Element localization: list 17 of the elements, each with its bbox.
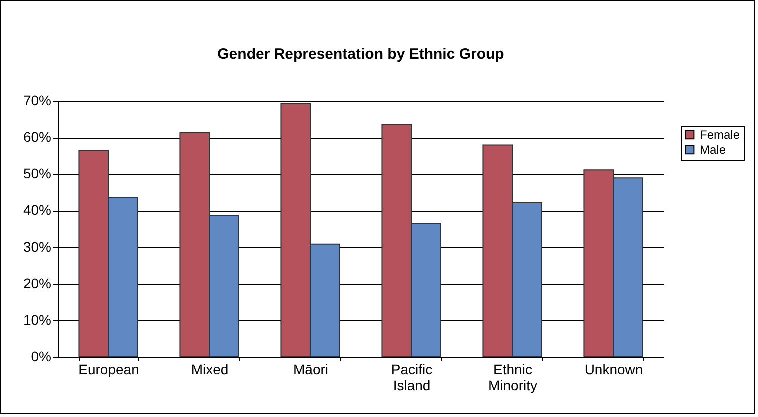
legend-label: Male <box>700 143 726 157</box>
y-tick-label: 70% <box>23 92 52 108</box>
y-tick-label: 0% <box>31 348 52 364</box>
x-tick-label: Unknown <box>584 362 644 378</box>
y-tick-label: 10% <box>23 312 52 328</box>
y-tick-label: 50% <box>23 166 52 182</box>
x-tick-label: European <box>78 362 140 378</box>
x-tick-label: Mixed <box>191 362 229 378</box>
y-tick-label: 20% <box>23 275 52 292</box>
y-tick-label: 40% <box>23 202 52 218</box>
x-tick-label: Ethnic Minority <box>488 362 538 394</box>
chart-title: Gender Representation by Ethnic Group <box>218 46 504 63</box>
x-tick-label: Māori <box>293 362 329 378</box>
x-tick-label: Pacific Island <box>391 362 433 394</box>
legend-label: Female <box>700 128 740 142</box>
y-tick-label: 60% <box>23 129 52 146</box>
y-tick-label: 30% <box>23 238 52 255</box>
